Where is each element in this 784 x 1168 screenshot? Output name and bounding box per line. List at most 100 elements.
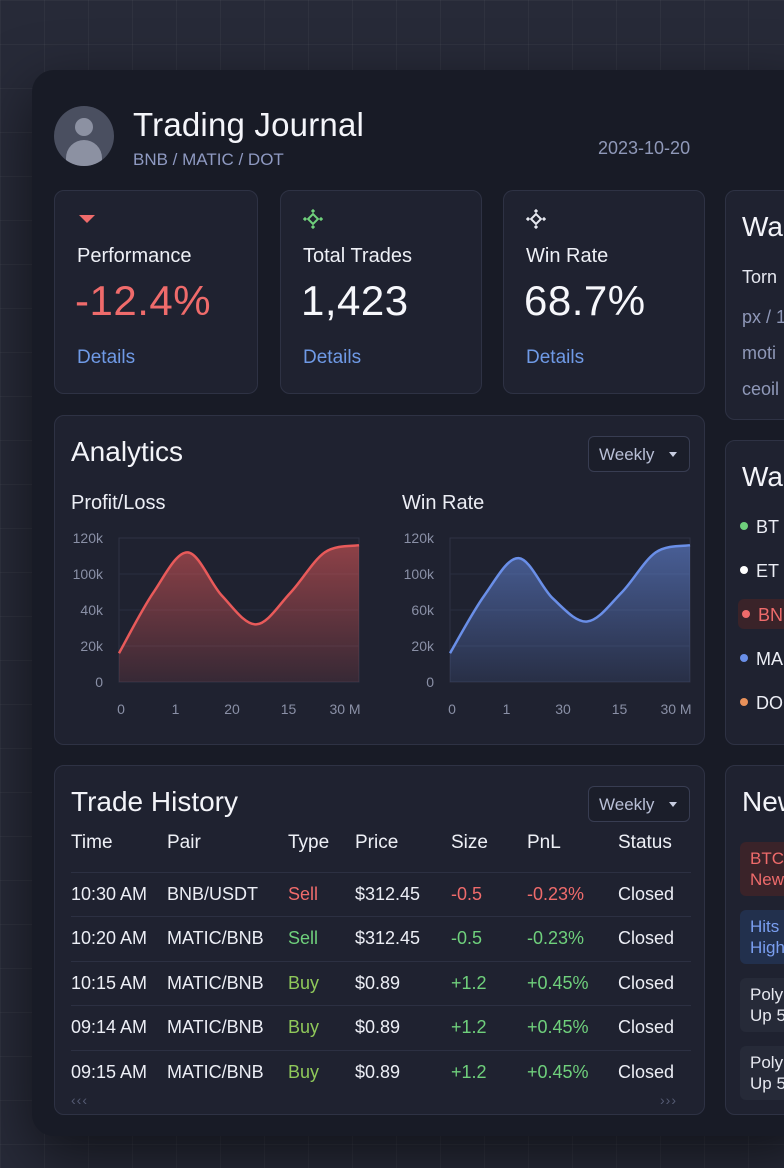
cell-type: Sell <box>288 916 355 961</box>
x-tick-label: 15 <box>281 701 297 717</box>
cell-time: 09:14 AM <box>71 1005 167 1050</box>
status-dot-icon <box>740 698 748 707</box>
news-headline: Poly <box>750 1053 784 1072</box>
stat-value: 68.7% <box>524 277 646 324</box>
table-row[interactable]: 10:20 AM MATIC/BNB Sell $312.45 -0.5 -0.… <box>71 916 691 961</box>
cell-price: $0.89 <box>355 960 451 1006</box>
y-tick-label: 20k <box>411 638 435 654</box>
watchlist-item[interactable]: BT <box>740 517 779 538</box>
y-tick-label: 120k <box>404 530 435 546</box>
binance-icon <box>526 209 546 229</box>
cell-type: Sell <box>288 871 355 917</box>
table-header-row: Time Pair Type Price Size PnL Status <box>71 832 691 872</box>
chart-title-win-rate: Win Rate <box>402 492 485 514</box>
details-link[interactable]: Details <box>526 347 585 368</box>
avatar[interactable] <box>54 106 114 166</box>
news-headline: BTC <box>750 849 784 868</box>
y-tick-label: 0 <box>426 674 434 690</box>
column-header[interactable]: PnL <box>527 832 561 853</box>
cell-price: $0.89 <box>355 1049 451 1095</box>
watchlist-item[interactable]: MA <box>740 649 783 670</box>
y-tick-label: 100k <box>73 566 104 582</box>
trade-table: Time Pair Type Price Size PnL Status 10:… <box>71 832 691 1095</box>
next-page-button[interactable]: ››› <box>660 1092 677 1108</box>
cell-status: Closed <box>618 871 691 917</box>
date-label: 2023-10-20 <box>598 138 691 158</box>
status-dot-icon <box>740 522 748 531</box>
watchlist-item-selected[interactable]: BN <box>738 599 784 629</box>
status-dot-icon <box>742 610 750 619</box>
binance-icon <box>303 209 323 229</box>
table-row[interactable]: 09:14 AM MATIC/BNB Buy $0.89 +1.2 +0.45%… <box>71 1005 691 1050</box>
news-title: New <box>742 786 784 817</box>
chevron-down-icon <box>669 802 677 807</box>
column-header[interactable]: Pair <box>167 832 201 853</box>
column-header[interactable]: Price <box>355 832 399 853</box>
column-header[interactable]: Time <box>71 832 113 853</box>
x-tick-label: 15 <box>612 701 628 717</box>
news-item[interactable]: Poly Up 5 <box>740 1046 784 1100</box>
stat-card-performance: Performance -12.4% Details <box>54 190 258 394</box>
cell-pnl: +0.45% <box>527 1005 618 1050</box>
watchlist-item-label: BT <box>756 517 780 537</box>
column-header[interactable]: Size <box>451 832 488 853</box>
win-rate-chart: 120k 100k 60k 20k 00 1 30 15 30 M <box>404 530 692 717</box>
series-line <box>117 543 360 654</box>
wallet-line: Torn <box>742 267 778 287</box>
caret-down-icon <box>79 215 95 223</box>
watchlist-panel: Wa BT ET BN MA DO <box>725 440 784 745</box>
status-dot-icon <box>740 566 748 575</box>
table-row[interactable]: 09:15 AM MATIC/BNB Buy $0.89 +1.2 +0.45%… <box>71 1049 691 1095</box>
news-headline: Hits <box>750 917 780 936</box>
wallet-line: px / 1 <box>742 307 784 327</box>
prev-page-button[interactable]: ‹‹‹ <box>71 1092 88 1108</box>
table-row[interactable]: 10:30 AM BNB/USDT Sell $312.45 -0.5 -0.2… <box>71 871 691 917</box>
cell-pair: MATIC/BNB <box>167 960 288 1006</box>
stat-label: Total Trades <box>303 245 412 267</box>
period-value: Weekly <box>599 795 655 814</box>
x-tick-label: 30 <box>555 701 571 717</box>
watchlist-item-label: MA <box>756 649 783 669</box>
table-row[interactable]: 10:15 AM MATIC/BNB Buy $0.89 +1.2 +0.45%… <box>71 960 691 1006</box>
news-item[interactable]: Hits High <box>740 910 784 964</box>
x-tick-label: 30 M <box>329 701 360 717</box>
details-link[interactable]: Details <box>303 347 362 368</box>
stat-card-total-trades: Total Trades 1,423 Details <box>280 190 482 394</box>
wallet-panel: Wa Torn px / 1 moti ceoil <box>725 190 784 420</box>
cell-price: $312.45 <box>355 871 451 917</box>
cell-status: Closed <box>618 916 691 961</box>
details-link[interactable]: Details <box>77 347 136 368</box>
column-header[interactable]: Status <box>618 832 672 853</box>
x-tick-label: 0 <box>448 701 456 717</box>
wallet-line: moti <box>742 343 777 363</box>
news-item[interactable]: BTC New <box>740 842 784 896</box>
profit-loss-chart: 120k 100k 40k 20k 00 1 20 15 30 M <box>73 530 361 717</box>
x-tick-label: 1 <box>503 701 511 717</box>
cell-size: -0.5 <box>451 871 527 917</box>
cell-time: 10:30 AM <box>71 871 167 917</box>
news-headline: Up 5 <box>750 1074 784 1093</box>
watchlist-item[interactable]: ET <box>740 561 779 582</box>
history-period-dropdown[interactable]: Weekly <box>588 786 690 822</box>
cell-pair: MATIC/BNB <box>167 916 288 961</box>
period-dropdown[interactable]: Weekly <box>588 436 690 472</box>
watchlist-item[interactable]: DO <box>740 693 783 714</box>
cell-pnl: -0.23% <box>527 871 618 917</box>
trade-history-title: Trade History <box>71 786 239 817</box>
column-header[interactable]: Type <box>288 832 330 853</box>
y-tick-label: 20k <box>80 638 104 654</box>
y-tick-label: 60k <box>411 602 435 618</box>
cell-price: $312.45 <box>355 916 451 961</box>
user-icon <box>75 118 93 136</box>
cell-pair: MATIC/BNB <box>167 1049 288 1095</box>
cell-status: Closed <box>618 1049 691 1095</box>
cell-time: 10:15 AM <box>71 960 167 1006</box>
watchlist-item-label: DO <box>756 693 783 713</box>
news-item[interactable]: Poly Up 5 <box>740 978 784 1032</box>
stat-value: -12.4% <box>75 277 212 324</box>
cell-size: +1.2 <box>451 1005 527 1050</box>
status-dot-icon <box>740 654 748 663</box>
watchlist-title: Wa <box>742 461 783 492</box>
wallet-title: Wa <box>742 211 783 242</box>
chevron-down-icon <box>669 452 677 457</box>
